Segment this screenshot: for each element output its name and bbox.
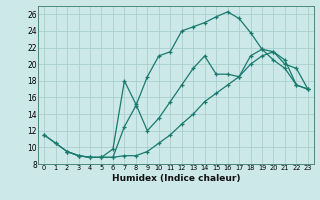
X-axis label: Humidex (Indice chaleur): Humidex (Indice chaleur) [112, 174, 240, 183]
